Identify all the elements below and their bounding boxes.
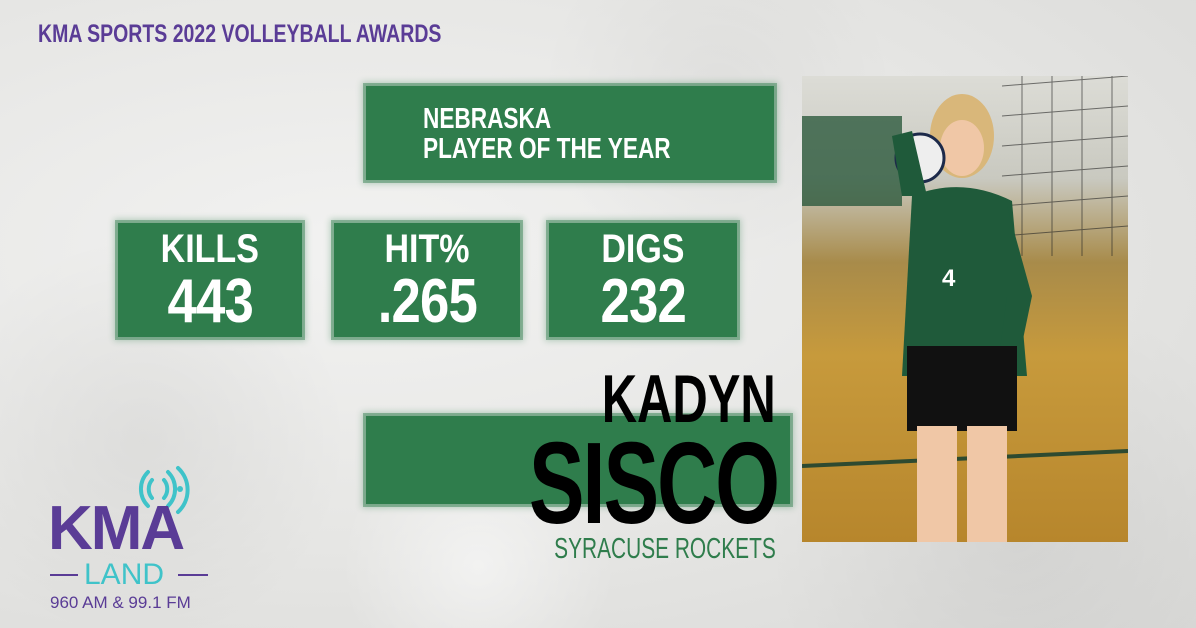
radio-signal-icon xyxy=(50,466,208,576)
logo-sub: LAND xyxy=(84,558,165,591)
player-photo: 4 xyxy=(802,76,1128,542)
award-banner: NEBRASKA PLAYER OF THE YEAR xyxy=(366,86,774,180)
kma-land-logo: KMA LAND 960 AM & 99.1 FM xyxy=(48,462,218,612)
stat-hit-percentage: HIT% .265 xyxy=(334,223,520,337)
jersey-number: 4 xyxy=(942,265,956,292)
logo-name: KMA xyxy=(48,494,185,563)
page-title: KMA SPORTS 2022 VOLLEYBALL AWARDS xyxy=(38,20,442,48)
logo-frequencies: 960 AM & 99.1 FM xyxy=(50,593,191,612)
award-region: NEBRASKA xyxy=(423,103,552,135)
player-photo-illustration: 4 xyxy=(802,76,1128,542)
stat-kills: KILLS 443 xyxy=(118,223,302,337)
player-last-name: SISCO xyxy=(528,418,780,548)
name-paint-smear xyxy=(366,416,790,504)
player-team: SYRACUSE ROCKETS xyxy=(554,533,776,565)
award-title: PLAYER OF THE YEAR xyxy=(423,133,671,165)
player-first-name: KADYN xyxy=(601,361,776,437)
stat-digs: DIGS 232 xyxy=(549,223,737,337)
